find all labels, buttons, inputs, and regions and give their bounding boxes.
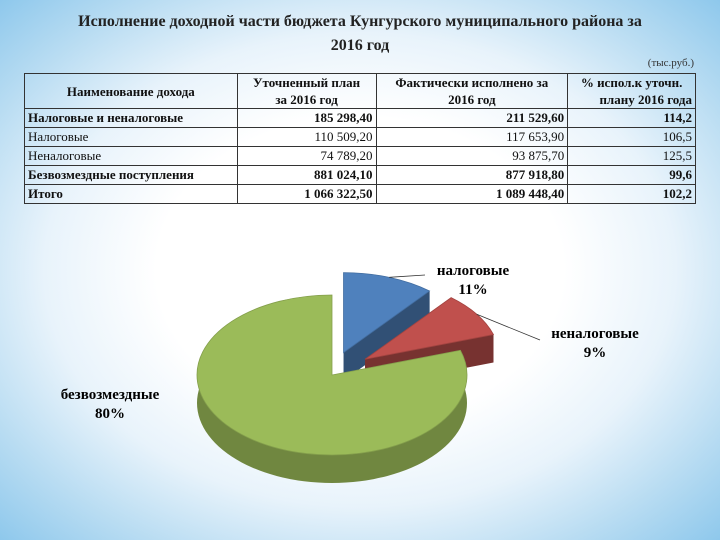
table-row: Неналоговые 74 789,20 93 875,70 125,5	[24, 146, 696, 166]
row-pct: 99,6	[567, 165, 696, 185]
pie-slice-0	[343, 272, 431, 354]
pie-leader-line-1	[476, 313, 541, 341]
row-fact: 1 089 448,40	[375, 184, 569, 204]
pie-label-nontax-name: неналоговые	[551, 326, 639, 342]
row-name: Безвозмездные поступления	[24, 165, 238, 185]
budget-table: Наименование дохода Уточненный план за 2…	[24, 73, 696, 204]
page-title: Исполнение доходной части бюджета Кунгур…	[20, 10, 700, 58]
header-fact-line-1: Фактически исполнено за	[395, 75, 549, 90]
pie-label-tax-name: налоговые	[436, 263, 510, 279]
row-name: Налоговые	[24, 127, 238, 147]
row-fact: 211 529,60	[375, 108, 569, 128]
table-row: Безвозмездные поступления 881 024,10 877…	[24, 165, 696, 185]
row-plan: 185 298,40	[236, 108, 377, 128]
header-fact: Фактически исполнено за 2016 год	[375, 73, 569, 109]
row-fact: 93 875,70	[375, 146, 569, 166]
row-fact: 877 918,80	[375, 165, 569, 185]
row-name: Налоговые и неналоговые	[24, 108, 238, 128]
table-row: Налоговые 110 509,20 117 653,90 106,5	[24, 127, 696, 147]
header-plan-line-1: Уточненный план	[253, 75, 361, 90]
pie-label-gratuitous-percent: 80%	[95, 406, 125, 422]
row-pct: 125,5	[567, 146, 696, 166]
pie-label-tax: налоговые 11%	[418, 262, 528, 300]
header-pct-line-2: плану 2016 года	[599, 92, 692, 107]
pie-label-nontax: неналоговые 9%	[530, 325, 660, 363]
row-fact: 117 653,90	[375, 127, 569, 147]
row-name: Итого	[24, 184, 238, 204]
pie-slice-1	[364, 297, 495, 360]
pie-chart	[196, 272, 541, 483]
pie-slice-2	[196, 294, 468, 456]
title-line-1: Исполнение доходной части бюджета Кунгур…	[78, 13, 642, 30]
row-pct: 102,2	[567, 184, 696, 204]
row-plan: 74 789,20	[236, 146, 377, 166]
pie-label-nontax-percent: 9%	[583, 345, 607, 361]
pie-slice-wall-0-1	[343, 290, 430, 381]
pie-leader-line-0	[389, 274, 426, 278]
row-pct: 114,2	[567, 108, 696, 128]
header-fact-line-2: 2016 год	[448, 92, 496, 107]
header-pct: % испол.к уточн. плану 2016 года	[567, 73, 696, 109]
units-note: (тыс.руб.)	[647, 57, 694, 69]
header-pct-line-1: % испол.к уточн.	[580, 75, 683, 90]
title-line-2: 2016 год	[330, 37, 390, 54]
pie-label-gratuitous: безвозмездные 80%	[45, 386, 175, 424]
pie-label-gratuitous-name: безвозмездные	[60, 387, 160, 403]
row-plan: 881 024,10	[236, 165, 377, 185]
header-plan-line-2: за 2016 год	[275, 92, 338, 107]
table-row-total: Итого 1 066 322,50 1 089 448,40 102,2	[24, 184, 696, 204]
row-pct: 106,5	[567, 127, 696, 147]
table-row: Налоговые и неналоговые 185 298,40 211 5…	[24, 108, 696, 128]
table-header-row: Наименование дохода Уточненный план за 2…	[24, 73, 696, 109]
row-plan: 110 509,20	[236, 127, 377, 147]
header-name: Наименование дохода	[24, 73, 238, 109]
row-plan: 1 066 322,50	[236, 184, 377, 204]
pie-label-tax-percent: 11%	[458, 282, 488, 298]
row-name: Неналоговые	[24, 146, 238, 166]
header-plan: Уточненный план за 2016 год	[236, 73, 377, 109]
